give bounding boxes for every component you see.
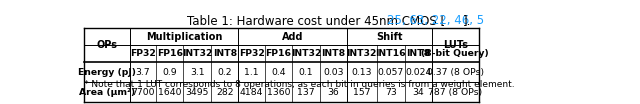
- Text: 0.03: 0.03: [323, 68, 344, 77]
- Text: 36: 36: [328, 88, 339, 97]
- Text: INT8: INT8: [406, 49, 430, 58]
- Text: 4184: 4184: [240, 88, 264, 97]
- Text: ].: ].: [463, 14, 471, 27]
- Text: 0.057: 0.057: [378, 68, 404, 77]
- Text: OPs: OPs: [96, 40, 117, 50]
- Text: INT8: INT8: [212, 49, 237, 58]
- Text: INT16: INT16: [376, 49, 406, 58]
- Text: INT32: INT32: [182, 49, 212, 58]
- Text: FP32: FP32: [130, 49, 156, 58]
- Text: FP16: FP16: [157, 49, 183, 58]
- Text: 1.1: 1.1: [244, 68, 259, 77]
- Text: 137: 137: [297, 88, 315, 97]
- Text: 0.4: 0.4: [271, 68, 285, 77]
- Text: 73: 73: [385, 88, 397, 97]
- Text: 7700: 7700: [131, 88, 155, 97]
- Text: INT8: INT8: [321, 49, 346, 58]
- Text: 0.1: 0.1: [299, 68, 313, 77]
- Text: 282: 282: [216, 88, 234, 97]
- Text: 787 (8 OPs): 787 (8 OPs): [428, 88, 483, 97]
- Text: (8-bit Query): (8-bit Query): [421, 49, 489, 58]
- Text: 3.7: 3.7: [136, 68, 150, 77]
- Text: 0.13: 0.13: [351, 68, 372, 77]
- Text: Table 1: Hardware cost under 45nm CMOS [: Table 1: Hardware cost under 45nm CMOS [: [187, 14, 445, 27]
- Text: Multiplication: Multiplication: [146, 32, 222, 42]
- Text: Shift: Shift: [376, 32, 403, 42]
- Text: 0.2: 0.2: [218, 68, 232, 77]
- Text: Energy (pJ): Energy (pJ): [78, 68, 136, 77]
- Text: FP32: FP32: [239, 49, 264, 58]
- Text: LUTs: LUTs: [443, 40, 468, 50]
- Text: Area (μm²): Area (μm²): [79, 88, 135, 97]
- Text: 0.9: 0.9: [163, 68, 177, 77]
- Text: 1360: 1360: [267, 88, 290, 97]
- Text: 0.024: 0.024: [405, 68, 431, 77]
- Text: FP16: FP16: [266, 49, 291, 58]
- Text: 157: 157: [353, 88, 371, 97]
- Text: INT32: INT32: [346, 49, 377, 58]
- Text: INT32: INT32: [291, 49, 321, 58]
- Text: 34: 34: [412, 88, 424, 97]
- Text: 3495: 3495: [186, 88, 209, 97]
- Text: 1640: 1640: [158, 88, 182, 97]
- Text: Add: Add: [282, 32, 303, 42]
- Text: 25, 63, 22, 46, 5: 25, 63, 22, 46, 5: [387, 14, 484, 27]
- Text: 3.1: 3.1: [190, 68, 205, 77]
- Text: 0.37 (8 OPs): 0.37 (8 OPs): [427, 68, 484, 77]
- Text: * Note that 1 LUT corresponds to 8 operations, as each bit in queries is from a : * Note that 1 LUT corresponds to 8 opera…: [84, 80, 515, 89]
